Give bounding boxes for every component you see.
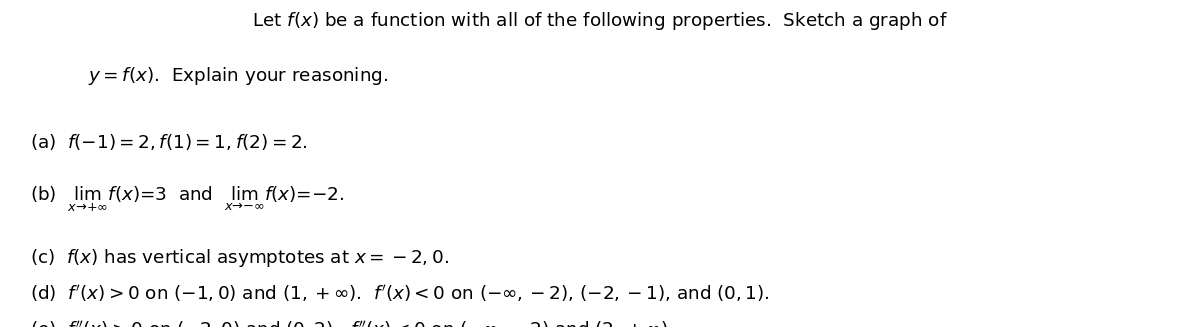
Text: Let $f(x)$ be a function with all of the following properties.  Sketch a graph o: Let $f(x)$ be a function with all of the… xyxy=(252,10,948,32)
Text: $y = f(x)$.  Explain your reasoning.: $y = f(x)$. Explain your reasoning. xyxy=(88,65,388,87)
Text: (e)  $f''(x) > 0$ on $(-2, 0)$ and $(0, 2)$.  $f''(x) < 0$ on $(-\infty, -2)$ an: (e) $f''(x) > 0$ on $(-2, 0)$ and $(0, 2… xyxy=(30,319,673,327)
Text: (a)  $f(-1) = 2, f(1) = 1, f(2) = 2.$: (a) $f(-1) = 2, f(1) = 1, f(2) = 2.$ xyxy=(30,132,307,152)
Text: (b)  $\lim_{x\to+\infty} f(x) = 3$  and  $\lim_{x\to-\infty} f(x) = -2.$: (b) $\lim_{x\to+\infty} f(x) = 3$ and $\… xyxy=(30,185,344,214)
Text: (d)  $f'(x) > 0$ on $(-1, 0)$ and $(1, +\infty)$.  $f'(x) < 0$ on $(-\infty, -2): (d) $f'(x) > 0$ on $(-1, 0)$ and $(1, +\… xyxy=(30,283,769,304)
Text: (c)  $f(x)$ has vertical asymptotes at $x = -2, 0.$: (c) $f(x)$ has vertical asymptotes at $x… xyxy=(30,247,449,269)
